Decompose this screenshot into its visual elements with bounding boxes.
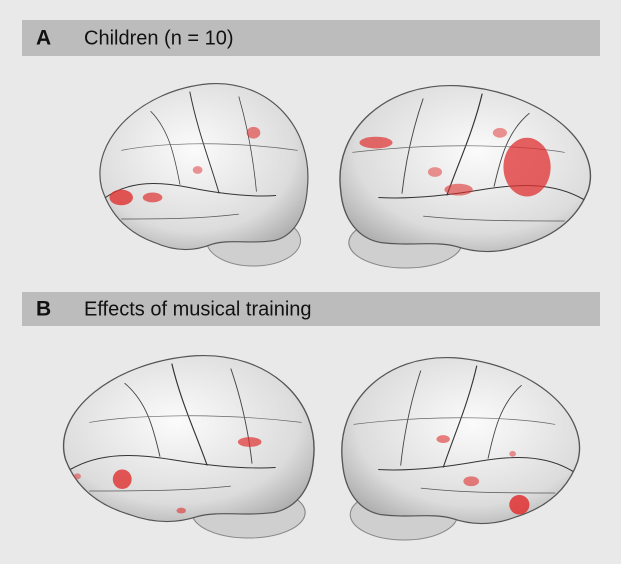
figure: A Children (n = 10) B Effects of musical… <box>0 0 621 564</box>
panel-letter: B <box>36 298 51 321</box>
panel-title: Children (n = 10) <box>84 27 234 49</box>
panel-letter: A <box>36 27 51 50</box>
panel-title: Effects of musical training <box>84 298 312 320</box>
